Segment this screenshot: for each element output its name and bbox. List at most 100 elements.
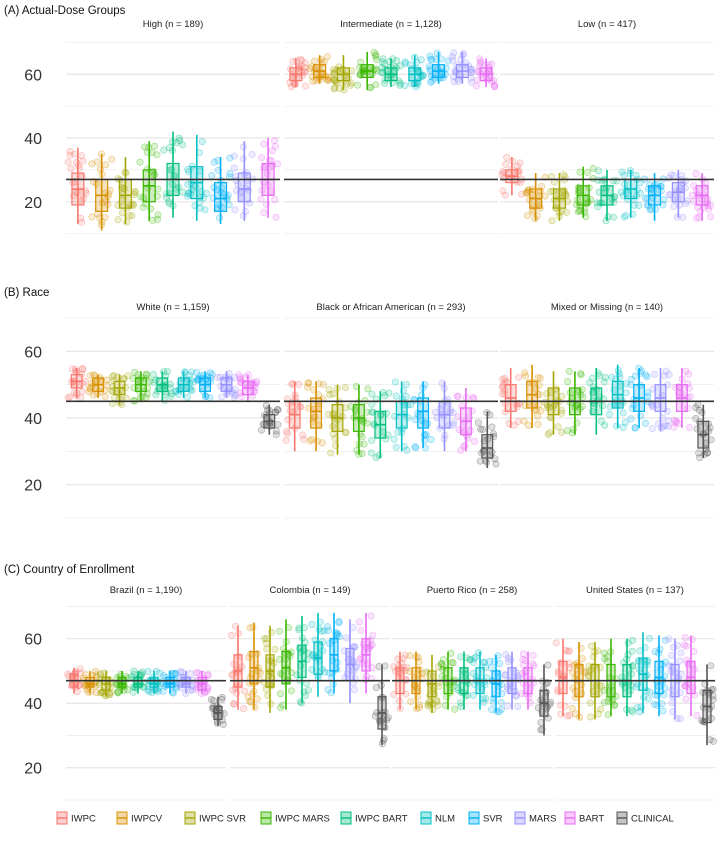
data-point: [318, 439, 326, 447]
data-point: [685, 370, 693, 378]
data-point: [402, 380, 410, 388]
series-iwpc: [64, 365, 89, 402]
data-point: [599, 402, 607, 410]
facet-title: Intermediate (n = 1,128): [340, 19, 442, 30]
data-point: [682, 695, 690, 703]
data-point: [82, 189, 90, 197]
data-point: [694, 203, 702, 211]
data-point: [368, 390, 376, 398]
data-point: [184, 190, 192, 198]
data-point: [474, 419, 482, 427]
data-point: [593, 199, 601, 207]
data-point: [707, 662, 715, 670]
data-point: [130, 396, 138, 404]
data-point: [263, 645, 271, 653]
data-point: [144, 667, 152, 675]
data-point: [564, 377, 572, 385]
box: [237, 172, 251, 203]
data-point: [705, 205, 713, 213]
data-point: [610, 198, 618, 206]
data-point: [427, 78, 435, 86]
data-point: [407, 698, 415, 706]
section-title: (C) Country of Enrollment: [4, 564, 135, 576]
data-point: [154, 215, 162, 223]
data-point: [522, 189, 530, 197]
section-title: (B) Race: [4, 287, 49, 299]
data-point: [274, 421, 282, 429]
y-tick-label: 20: [24, 761, 42, 778]
data-point: [331, 84, 339, 92]
data-point: [323, 53, 331, 61]
data-point: [273, 406, 281, 414]
data-point: [260, 209, 268, 217]
data-point: [79, 366, 87, 374]
data-point: [619, 423, 627, 431]
data-point: [175, 134, 183, 142]
data-point: [210, 158, 218, 166]
data-point: [411, 416, 419, 424]
data-point: [396, 62, 404, 70]
facet-title: Mixed or Missing (n = 140): [551, 302, 663, 313]
data-point: [341, 383, 349, 391]
y-tick-label: 40: [24, 696, 42, 713]
data-point: [368, 436, 376, 444]
data-point: [488, 423, 496, 431]
data-point: [449, 56, 457, 64]
data-point: [642, 419, 650, 427]
data-point: [287, 83, 295, 91]
data-point: [298, 57, 306, 65]
data-point: [274, 406, 282, 414]
data-point: [218, 393, 226, 401]
data-point: [489, 430, 497, 438]
data-point: [368, 408, 376, 416]
facet-title: High (n = 189): [143, 19, 203, 30]
data-point: [692, 414, 700, 422]
series-iwpc-svr: [547, 171, 572, 225]
series-nlm: [605, 364, 630, 431]
data-point: [354, 81, 362, 89]
data-point: [706, 736, 714, 744]
legend-item: CLINICAL: [616, 811, 674, 825]
data-point: [304, 383, 312, 391]
data-point: [537, 407, 545, 415]
data-point: [131, 187, 139, 195]
legend: IWPC IWPCV IWPC SVR IWPC MARS IWPC BART NLM SV…: [56, 811, 674, 825]
data-point: [597, 417, 605, 425]
data-point: [193, 376, 201, 384]
data-point: [601, 421, 609, 429]
data-point: [677, 649, 685, 657]
data-point: [487, 664, 495, 672]
data-point: [475, 649, 483, 657]
data-point: [109, 373, 117, 381]
data-point: [393, 57, 401, 65]
data-point: [643, 373, 651, 381]
data-point: [410, 396, 418, 404]
data-point: [472, 82, 480, 90]
y-tick-label: 20: [24, 195, 42, 212]
data-point: [86, 385, 94, 393]
data-point: [176, 137, 184, 145]
data-point: [231, 390, 239, 398]
data-point: [586, 379, 594, 387]
data-point: [304, 379, 312, 387]
data-point: [492, 460, 500, 468]
data-point: [566, 711, 574, 719]
facet-title: United States (n = 137): [586, 585, 684, 596]
data-point: [490, 83, 498, 91]
series-svr: [627, 364, 652, 432]
data-point: [324, 76, 332, 84]
data-point: [679, 213, 687, 221]
data-point: [600, 378, 608, 386]
series-iwpc-bart: [378, 55, 404, 89]
series-iwpcv: [522, 173, 549, 223]
data-point: [381, 60, 389, 68]
data-point: [693, 214, 701, 222]
data-point: [367, 449, 375, 457]
data-point: [257, 195, 265, 203]
data-point: [274, 160, 282, 168]
facet: Black or African American (n = 293): [282, 302, 500, 519]
data-point: [419, 72, 427, 80]
data-point: [272, 427, 280, 435]
data-point: [459, 51, 467, 59]
data-point: [503, 702, 511, 710]
